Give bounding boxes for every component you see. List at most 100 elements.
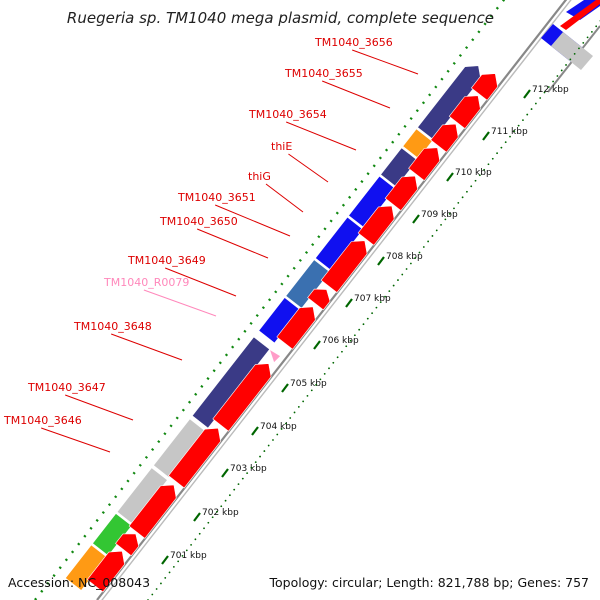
tick-label: 701 kbp <box>170 551 207 561</box>
scale-dot <box>517 124 520 127</box>
reverse-gene-3 <box>128 484 177 539</box>
scale-dot <box>427 240 430 243</box>
scale-dot <box>375 306 378 309</box>
scale-dot <box>276 433 279 436</box>
scale-dot <box>578 47 580 50</box>
tick-mark <box>281 383 289 393</box>
reverse-gene-6 <box>276 306 316 350</box>
scale-dot <box>358 328 361 331</box>
scale-dot <box>414 257 417 259</box>
scale-dot <box>280 428 283 430</box>
scale-dot <box>384 295 386 298</box>
gene-label: TM1040_3656 <box>314 36 393 49</box>
scale-dot <box>487 163 490 166</box>
scale-dot <box>237 483 240 486</box>
gene-tm1040-3656 <box>417 65 482 141</box>
reverse-gene-8 <box>320 240 368 293</box>
topology-summary: Topology: circular; Length: 821,788 bp; … <box>269 575 590 590</box>
tick-label: 711 kbp <box>491 127 528 137</box>
tick-mark <box>161 555 169 565</box>
scale-dot <box>543 91 546 94</box>
scale-dot <box>397 279 399 281</box>
scale-dot <box>595 25 598 28</box>
scale-dot <box>366 317 369 320</box>
tick-mark <box>313 340 321 350</box>
tick-mark <box>412 214 420 224</box>
scale-dot <box>534 102 537 105</box>
scale-dot <box>466 190 468 193</box>
scale-dot <box>155 588 158 590</box>
scale-dot <box>263 450 266 452</box>
scale-dot <box>504 141 507 144</box>
reverse-gene-12 <box>430 123 459 153</box>
tick-label: 705 kbp <box>290 379 327 389</box>
gene-label-leader <box>111 333 183 361</box>
scale-dot <box>272 439 274 441</box>
scale-dot <box>500 146 503 149</box>
scale-dot <box>552 80 555 83</box>
tick-mark <box>446 172 454 182</box>
scale-dot <box>448 212 451 215</box>
scale-dot <box>418 251 421 254</box>
scale-dot <box>435 229 438 232</box>
scale-dot <box>259 455 261 458</box>
gene-label-leader <box>286 121 357 151</box>
gene-label: TM1040_3649 <box>127 254 206 267</box>
gene-tm1040-3648 <box>191 336 271 429</box>
scale-dot <box>306 395 309 397</box>
scale-dot <box>513 130 516 133</box>
backbone-line-inner <box>101 0 572 600</box>
tick-label: 709 kbp <box>421 210 458 220</box>
scale-dot <box>181 554 184 557</box>
scale-dot <box>483 168 486 171</box>
tick-label: 708 kbp <box>386 252 423 262</box>
scale-dot <box>302 400 305 403</box>
scale-dot <box>164 577 167 579</box>
scale-dot <box>341 350 343 353</box>
scale-dot <box>172 566 175 568</box>
scale-dot <box>323 372 326 375</box>
gene-label: thiE <box>271 140 292 153</box>
scale-dot <box>336 356 339 359</box>
tick-mark <box>345 298 353 308</box>
scale-dot <box>241 477 244 480</box>
scale-dot <box>315 383 317 386</box>
gene-label-leader <box>197 228 269 259</box>
scale-dot <box>388 290 391 292</box>
accession-text: Accession: NC_008043 <box>8 575 151 590</box>
scale-dot <box>530 108 533 110</box>
scale-dot <box>246 472 249 475</box>
reverse-gene-1 <box>86 550 125 593</box>
reverse-gene-11 <box>408 147 441 182</box>
gene-label: TM1040_3646 <box>3 414 82 427</box>
tick-label: 710 kbp <box>455 168 492 178</box>
scale-dot <box>254 461 257 463</box>
reverse-gene-14 <box>470 73 498 101</box>
scale-dot <box>509 135 511 138</box>
scale-dot <box>310 389 313 392</box>
gene-label: TM1040_3647 <box>27 381 106 394</box>
scale-dot <box>522 119 524 122</box>
gene-label-leader <box>288 153 329 183</box>
scale-dot <box>319 378 322 381</box>
scale-dot <box>409 262 412 265</box>
tick-label: 703 kbp <box>230 464 267 474</box>
scale-dot <box>431 235 434 237</box>
tick-label: 706 kbp <box>322 336 359 346</box>
scale-dot <box>526 113 529 116</box>
scale-dot <box>198 532 201 535</box>
reverse-gene-2 <box>115 533 139 557</box>
scale-dot <box>405 268 408 270</box>
gene-label: TM1040_3654 <box>248 108 327 121</box>
gene-label-leader <box>352 49 419 75</box>
gene-label-leader <box>165 267 237 297</box>
scale-dot <box>371 312 374 315</box>
gene-label: TM1040_3651 <box>177 191 256 204</box>
gene-gray-a <box>116 467 168 525</box>
gene-top-right-red <box>560 0 600 30</box>
scale-dot <box>573 53 576 55</box>
gene-label: TM1040_R0079 <box>103 276 189 289</box>
tick-label: 707 kbp <box>354 294 391 304</box>
scale-dot <box>401 273 404 276</box>
